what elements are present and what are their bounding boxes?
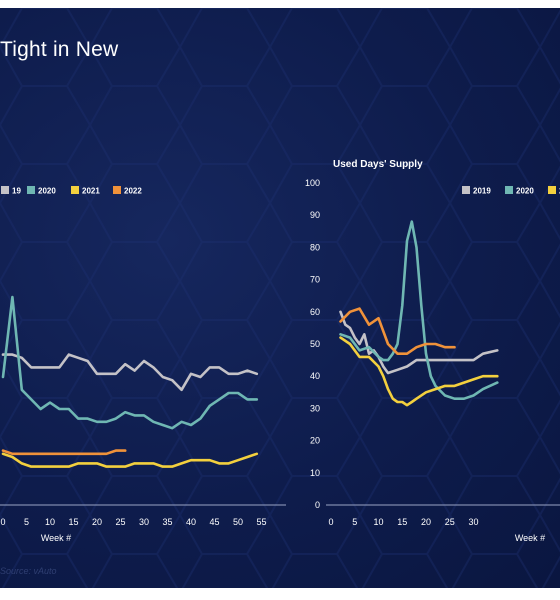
- legend-swatch: [462, 186, 470, 194]
- y-tick-label: 30: [310, 403, 320, 413]
- legend-swatch: [505, 186, 513, 194]
- x-tick-label: 30: [468, 517, 478, 527]
- y-tick-label: 60: [310, 307, 320, 317]
- x-tick-label: 30: [139, 517, 149, 527]
- y-tick-label: 100: [305, 178, 320, 188]
- x-tick-label: 10: [373, 517, 383, 527]
- x-axis-title: Week #: [515, 533, 545, 543]
- series-line-2021: [339, 336, 499, 407]
- x-tick-label: 50: [233, 517, 243, 527]
- series-line-2021: [1, 452, 259, 468]
- series-line-2019: [339, 310, 499, 375]
- slide-background: Tight in New Source: vAuto 0 5 10 15 20 25 30 3…: [0, 8, 560, 588]
- legend-swatch: [71, 186, 79, 194]
- y-tick-label: 20: [310, 436, 320, 446]
- hexagon-pattern-background: [0, 8, 560, 588]
- legend-label: 2021: [82, 187, 100, 196]
- y-tick-label: 90: [310, 210, 320, 220]
- x-tick-label: 5: [24, 517, 29, 527]
- x-tick-label: 40: [186, 517, 196, 527]
- series-line-2022: [1, 449, 127, 456]
- left-chart-new-days-supply: 0 5 10 15 20 25 30 35 40 45 50 55 Week # 19 2020 2021 20…: [0, 186, 286, 543]
- legend-label: 2020: [38, 187, 56, 196]
- x-tick-label: 25: [445, 517, 455, 527]
- chart-title: Used Days' Supply: [333, 159, 423, 170]
- y-tick-label: 80: [310, 242, 320, 252]
- y-tick-label: 0: [315, 500, 320, 510]
- x-tick-label: 15: [68, 517, 78, 527]
- legend-swatch: [113, 186, 121, 194]
- right-chart-used-days-supply: Used Days' Supply 0 5 10 15 20 25 30 Week # 0 10 20…: [305, 159, 560, 543]
- series-line-2022: [339, 307, 456, 356]
- x-tick-label: 0: [0, 517, 5, 527]
- x-tick-label: 55: [256, 517, 266, 527]
- legend-label: 19: [12, 187, 21, 196]
- y-tick-label: 50: [310, 339, 320, 349]
- x-tick-label: 5: [352, 517, 357, 527]
- legend-label: 2022: [124, 187, 142, 196]
- legend-swatch: [27, 186, 35, 194]
- x-axis-title: Week #: [41, 533, 71, 543]
- x-tick-label: 25: [115, 517, 125, 527]
- x-tick-label: 0: [328, 517, 333, 527]
- series-line-2020: [339, 220, 499, 401]
- legend-swatch: [548, 186, 556, 194]
- legend-label: 2020: [516, 187, 534, 196]
- source-note: Source: vAuto: [0, 566, 57, 576]
- x-tick-label: 20: [421, 517, 431, 527]
- x-tick-label: 10: [45, 517, 55, 527]
- series-line-2020: [1, 295, 259, 430]
- x-tick-label: 20: [92, 517, 102, 527]
- slide-title: Tight in New: [0, 38, 119, 61]
- x-tick-label: 35: [162, 517, 172, 527]
- series-line-2019: [1, 353, 259, 392]
- y-tick-label: 40: [310, 371, 320, 381]
- y-tick-label: 70: [310, 275, 320, 285]
- legend-label: 2019: [473, 187, 491, 196]
- legend-swatch: [1, 186, 9, 194]
- y-tick-label: 10: [310, 468, 320, 478]
- x-tick-label: 15: [397, 517, 407, 527]
- x-tick-label: 45: [209, 517, 219, 527]
